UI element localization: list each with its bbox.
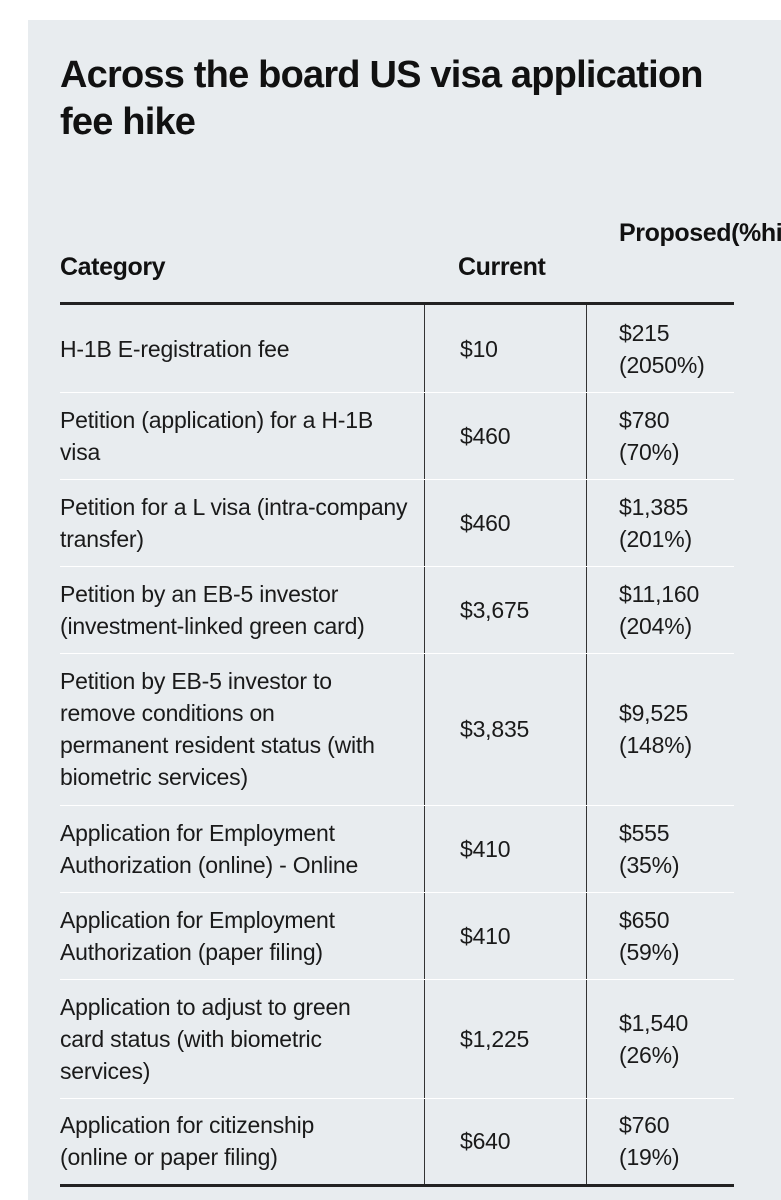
- cell-current: $410: [460, 835, 511, 862]
- cell-proposed: $1,385 (201%): [619, 493, 692, 552]
- header-rule: [60, 302, 734, 305]
- cell-proposed: $555 (35%): [619, 819, 680, 878]
- cell-current: $3,675: [460, 596, 530, 623]
- row-separator: [60, 979, 734, 980]
- cell-category: Application to adjust to green card statu…: [60, 993, 351, 1084]
- cell-current: $460: [460, 422, 511, 449]
- row-separator: [60, 892, 734, 893]
- row-separator: [60, 653, 734, 654]
- column-header-category: Category: [60, 253, 166, 281]
- cell-current: $410: [460, 922, 511, 949]
- chart-title: Across the board US visa application fee …: [60, 54, 704, 143]
- cell-proposed: $760 (19%): [619, 1112, 680, 1170]
- column-divider-1: [424, 305, 425, 1184]
- column-divider-2: [586, 305, 587, 1184]
- row-separator: [60, 479, 734, 480]
- cell-category: Petition by EB-5 investor to remove condi…: [60, 668, 375, 790]
- cell-category: Application for Employment Authorization …: [60, 819, 359, 878]
- footer-rule: [60, 1184, 734, 1187]
- chart-panel: [28, 20, 781, 1200]
- cell-proposed: $1,540 (26%): [619, 1009, 689, 1068]
- cell-current: $10: [460, 335, 498, 362]
- cell-category: Application for citizenship (online or pa…: [60, 1112, 315, 1170]
- cell-proposed: $9,525 (148%): [619, 700, 692, 758]
- row-separator: [60, 392, 734, 393]
- row-separator: [60, 566, 734, 567]
- cell-proposed: $650 (59%): [619, 906, 680, 965]
- cell-category: Petition by an EB-5 investor (investment-…: [60, 580, 365, 639]
- column-header-proposed: Proposed(%hike): [619, 219, 781, 247]
- cell-proposed: $215 (2050%): [619, 319, 705, 378]
- cell-proposed: $780 (70%): [619, 406, 680, 465]
- cell-category: Application for Employment Authorization …: [60, 906, 335, 965]
- cell-current: $460: [460, 509, 511, 536]
- cell-current: $640: [460, 1128, 511, 1154]
- column-header-current: Current: [458, 253, 546, 281]
- cell-category: Petition for a L visa (intra-company tra…: [60, 493, 408, 552]
- cell-category: Petition (application) for a H-1B visa: [60, 406, 373, 465]
- cell-category: H-1B E-registration fee: [60, 335, 290, 362]
- cell-current: $1,225: [460, 1025, 530, 1052]
- cell-proposed: $11,160 (204%): [619, 580, 700, 639]
- row-separator: [60, 1098, 734, 1099]
- row-separator: [60, 805, 734, 806]
- cell-current: $3,835: [460, 716, 530, 742]
